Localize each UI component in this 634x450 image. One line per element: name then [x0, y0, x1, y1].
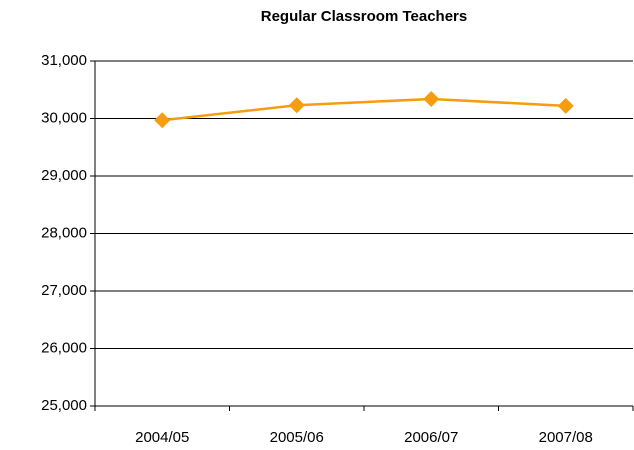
- y-tick-label: 30,000: [41, 109, 87, 126]
- chart-title: Regular Classroom Teachers: [261, 8, 467, 25]
- line: [162, 97, 566, 122]
- y-tick-label: 25,000: [41, 397, 87, 414]
- x-tick-label: 2007/08: [539, 429, 593, 446]
- y-tick-label: 27,000: [41, 282, 87, 299]
- marker: [288, 97, 305, 114]
- marker: [154, 112, 171, 129]
- x-tick-label: 2004/05: [135, 429, 189, 446]
- y-tick-label: 26,000: [41, 339, 87, 356]
- marker: [423, 90, 440, 107]
- x-tick-label: 2005/06: [270, 429, 324, 446]
- marker: [557, 97, 574, 114]
- y-tick-label: 28,000: [41, 224, 87, 241]
- x-tick-label: 2006/07: [404, 429, 458, 446]
- y-tick-label: 29,000: [41, 167, 87, 184]
- y-tick-label: 31,000: [41, 52, 87, 69]
